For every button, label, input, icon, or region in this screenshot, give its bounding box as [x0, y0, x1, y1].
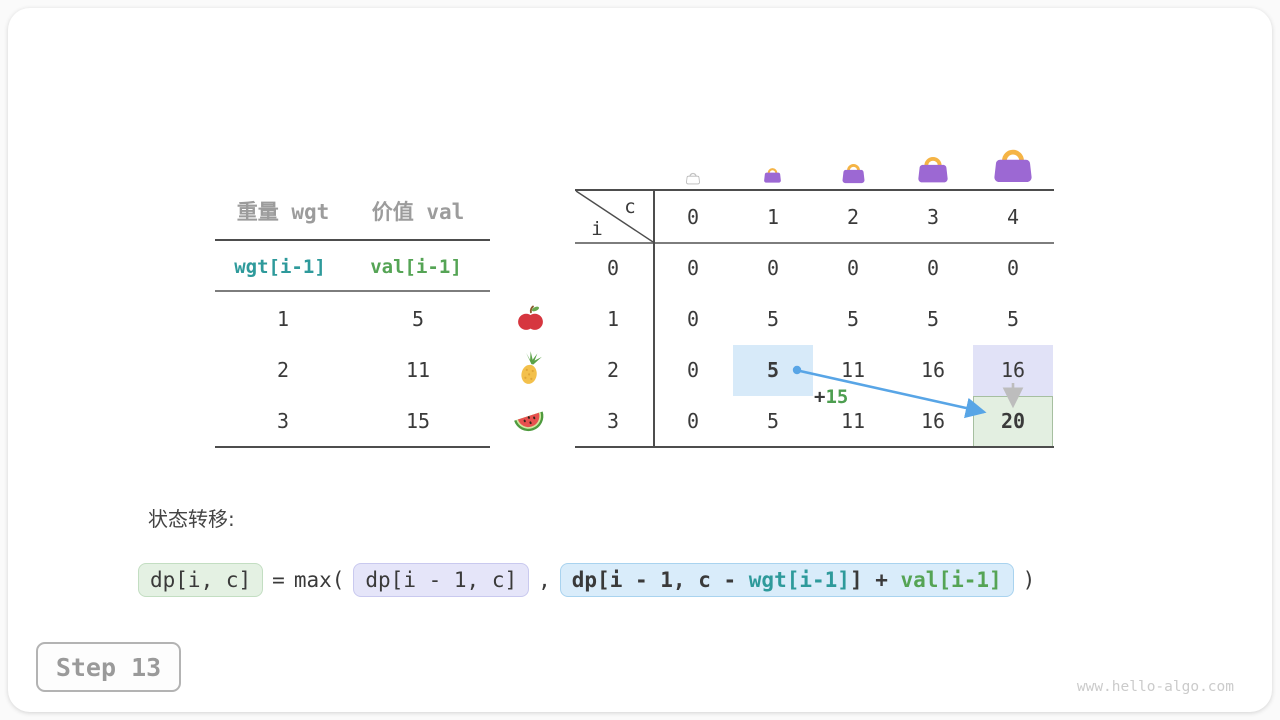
item-row-wgt: 3	[276, 409, 290, 433]
empty-bag-icon	[685, 170, 701, 189]
dp-cell: 16	[920, 409, 946, 433]
dp-cell: 5	[766, 409, 780, 433]
items-index-wgt: wgt[i-1]	[234, 256, 326, 278]
dp-cell: 5	[766, 307, 780, 331]
items-table-rule-top	[215, 239, 490, 241]
dp-row-header: 0	[606, 256, 620, 280]
annotation-value: 15	[825, 386, 849, 408]
dp-col-header: 2	[846, 205, 860, 229]
dp-cell-source: 5	[766, 358, 780, 382]
items-header-value: 价值 val	[371, 200, 465, 224]
dp-cell: 5	[846, 307, 860, 331]
apple-icon	[515, 303, 546, 338]
site-watermark: www.hello-algo.com	[1076, 679, 1234, 695]
items-table-rule-bottom	[215, 446, 490, 448]
annotation-plus: +	[814, 386, 826, 408]
dp-table-rule-vertical	[653, 189, 655, 448]
dp-cell: 0	[686, 256, 700, 280]
formula-close-paren: )	[1022, 568, 1036, 592]
dp-cell: 5	[926, 307, 940, 331]
dp-cell: 5	[1006, 307, 1020, 331]
bag-icon-small	[762, 166, 783, 188]
transition-add-annotation: +15	[814, 386, 848, 408]
dp-col-header: 3	[926, 205, 940, 229]
formula-comma: ,	[538, 568, 551, 592]
dp-cell: 11	[840, 409, 866, 433]
state-transition-formula: dp[i, c] = max( dp[i - 1, c] , dp[i - 1,…	[138, 563, 1035, 597]
formula-arg1: dp[i - 1, c]	[353, 563, 530, 597]
dp-cell: 0	[686, 307, 700, 331]
dp-row-header: 2	[606, 358, 620, 382]
dp-cell: 0	[686, 358, 700, 382]
dp-corner-col-var: c	[624, 196, 636, 218]
formula-arg2-val: val[i-1]	[900, 568, 1002, 592]
bag-icon-medium	[840, 161, 867, 189]
dp-cell: 11	[840, 358, 866, 382]
formula-arg2: dp[i - 1, c - wgt[i-1]] + val[i-1]	[559, 563, 1014, 597]
bag-icon-xlarge	[990, 145, 1036, 189]
dp-table-rule-top	[575, 189, 1054, 191]
dp-cell: 0	[766, 256, 780, 280]
dp-col-header: 4	[1006, 205, 1020, 229]
step-label: Step 13	[55, 652, 162, 682]
dp-table-rule-bottom	[575, 446, 1054, 448]
dp-col-header: 1	[766, 205, 780, 229]
dp-cell: 0	[926, 256, 940, 280]
items-header-weight: 重量 wgt	[236, 200, 330, 224]
watermelon-icon	[510, 403, 548, 441]
dp-cell: 0	[686, 409, 700, 433]
dp-cell: 16	[920, 358, 946, 382]
dp-cell: 0	[1006, 256, 1020, 280]
dp-row-header: 3	[606, 409, 620, 433]
formula-equals: =	[272, 568, 285, 592]
formula-arg2-wgt: wgt[i-1]	[748, 568, 850, 592]
step-indicator: Step 13	[36, 642, 181, 692]
item-row-wgt: 2	[276, 358, 290, 382]
formula-max-open: max(	[293, 568, 345, 592]
dp-table-rule-mid	[575, 242, 1054, 244]
formula-arg2-mid: ] +	[849, 568, 901, 592]
dp-cell: 0	[846, 256, 860, 280]
item-row-wgt: 1	[276, 307, 290, 331]
state-transition-label: 状态转移:	[148, 507, 235, 531]
dp-cell-result: 20	[1000, 409, 1026, 433]
item-row-val: 5	[411, 307, 425, 331]
formula-lhs: dp[i, c]	[138, 563, 264, 597]
dp-cell-previous: 16	[1000, 358, 1026, 382]
dp-row-header: 1	[606, 307, 620, 331]
dp-col-header: 0	[686, 205, 700, 229]
bag-icon-large	[915, 153, 951, 189]
dp-corner-row-var: i	[591, 218, 603, 240]
item-row-val: 15	[405, 409, 431, 433]
items-table-rule-mid	[215, 290, 490, 292]
formula-arg2-prefix: dp[i - 1, c -	[571, 568, 749, 592]
item-row-val: 11	[405, 358, 431, 382]
items-index-val: val[i-1]	[370, 256, 462, 278]
pineapple-icon	[512, 350, 548, 392]
